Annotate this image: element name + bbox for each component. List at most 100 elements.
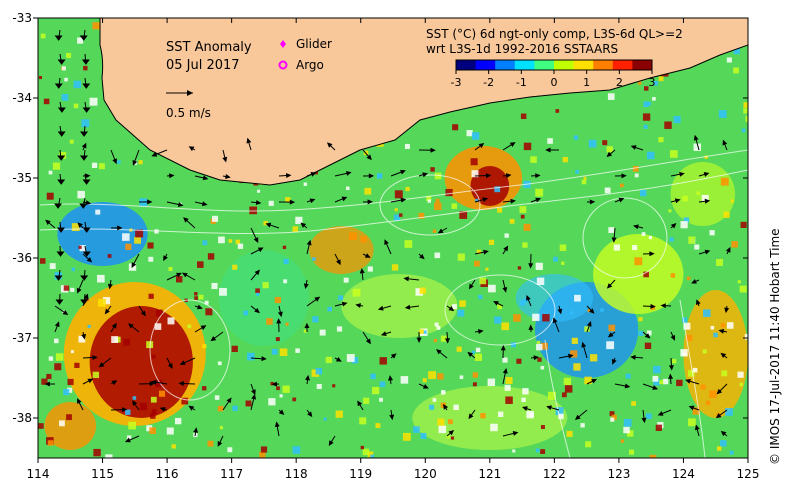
sst-pixel [504,384,511,391]
sst-pixel [535,188,544,197]
sst-pixel [588,139,597,148]
sst-pixel [235,239,241,245]
sst-pixel [718,110,727,118]
sst-pixel [214,395,220,400]
colorbar-swatch [632,60,653,70]
current-vector-head [388,375,394,381]
x-tick-label: 118 [285,467,308,481]
current-vector-head [176,272,182,278]
sst-pixel [604,187,611,194]
sst-pixel [716,259,723,266]
x-tick-label: 122 [543,467,566,481]
current-vector-head [512,431,519,436]
sst-pixel [426,195,432,201]
sst-pixel [737,280,741,284]
map-plot-area [38,18,748,458]
sst-pixel [523,142,532,151]
sst-pixel [363,397,370,404]
sst-pixel [620,439,624,443]
sst-pixel [710,325,715,330]
current-vector-head [57,59,66,65]
current-vector-head [83,293,89,300]
sst-pixel [99,163,105,170]
sst-pixel [504,233,509,238]
current-vector-head [188,405,195,411]
x-tick-label: 115 [91,467,114,481]
current-vector-head [200,325,207,331]
sst-pixel [537,357,542,362]
sst-pixel [73,80,82,89]
sst-pixel [700,384,706,390]
sst-pixel [117,160,121,164]
sst-pixel [256,292,260,296]
sst-pixel [394,190,403,199]
sst-pixel [47,440,54,446]
current-vector-head [652,385,659,390]
sst-pixel [626,430,634,437]
sst-pixel [471,170,479,178]
current-vector-head [54,321,60,328]
sst-pixel [360,236,367,243]
legend-argo-label: Argo [296,58,324,72]
sst-pixel [517,266,522,270]
sst-pixel [48,170,53,175]
current-vector-head [92,355,98,361]
sst-pixel [676,379,683,387]
sst-pixel [245,400,252,407]
current-vector-head [336,259,341,266]
x-tick-label: 114 [27,467,50,481]
y-axis: -33-34-35-36-37-38 [12,11,748,425]
sst-pixel [488,284,496,293]
sst-pixel [693,143,702,151]
y-tick-label: -37 [12,331,32,345]
sst-pixel [134,236,141,244]
sst-pixel [457,253,465,261]
sst-pixel [497,411,504,417]
current-vector-head [147,199,153,205]
sst-pixel [105,454,113,458]
current-vector-head [718,328,725,334]
sst-pixel [673,116,681,124]
sst-pixel [312,257,316,261]
sst-pixel [529,413,534,418]
sst-pixel [268,200,274,206]
sst-pixel [427,199,431,203]
sst-pixel [168,266,173,272]
sst-pixel [207,440,214,447]
sst-pixel [744,333,748,340]
sst-pixel [512,449,516,453]
current-vector-head [389,414,395,421]
sst-pixel [683,217,690,223]
sst-pixel [643,124,648,129]
sst-pixel [78,335,86,343]
sst-pixel [404,240,413,248]
sst-pixel [315,368,323,375]
sst-pixel [437,373,444,380]
sst-pixel [346,354,355,362]
sst-pixel [638,317,643,322]
sst-pixel [743,102,748,109]
current-vector-head [111,322,117,329]
current-vector-head [419,253,425,260]
sst-pixel [457,309,465,317]
current-vector-head [82,227,91,233]
sst-pixel [446,435,450,439]
sst-pixel [610,417,615,422]
sst-pixel [63,285,70,291]
argo-ring-icon [278,60,288,70]
sst-pixel [266,318,273,325]
sst-pixel [149,427,156,434]
sst-pixel [46,373,52,380]
current-vector-head [167,363,173,369]
sst-pixel [540,342,548,350]
current-vector-head [694,424,700,431]
sst-pixel [542,314,550,322]
sst-pixel [59,151,67,159]
colorbar-swatch [593,60,614,70]
sst-pixel [721,370,728,377]
sst-pixel [453,404,459,411]
sst-pixel [54,363,62,371]
current-vector-head [528,324,534,330]
current-vector-head [380,331,387,337]
sst-pixel [522,388,529,395]
